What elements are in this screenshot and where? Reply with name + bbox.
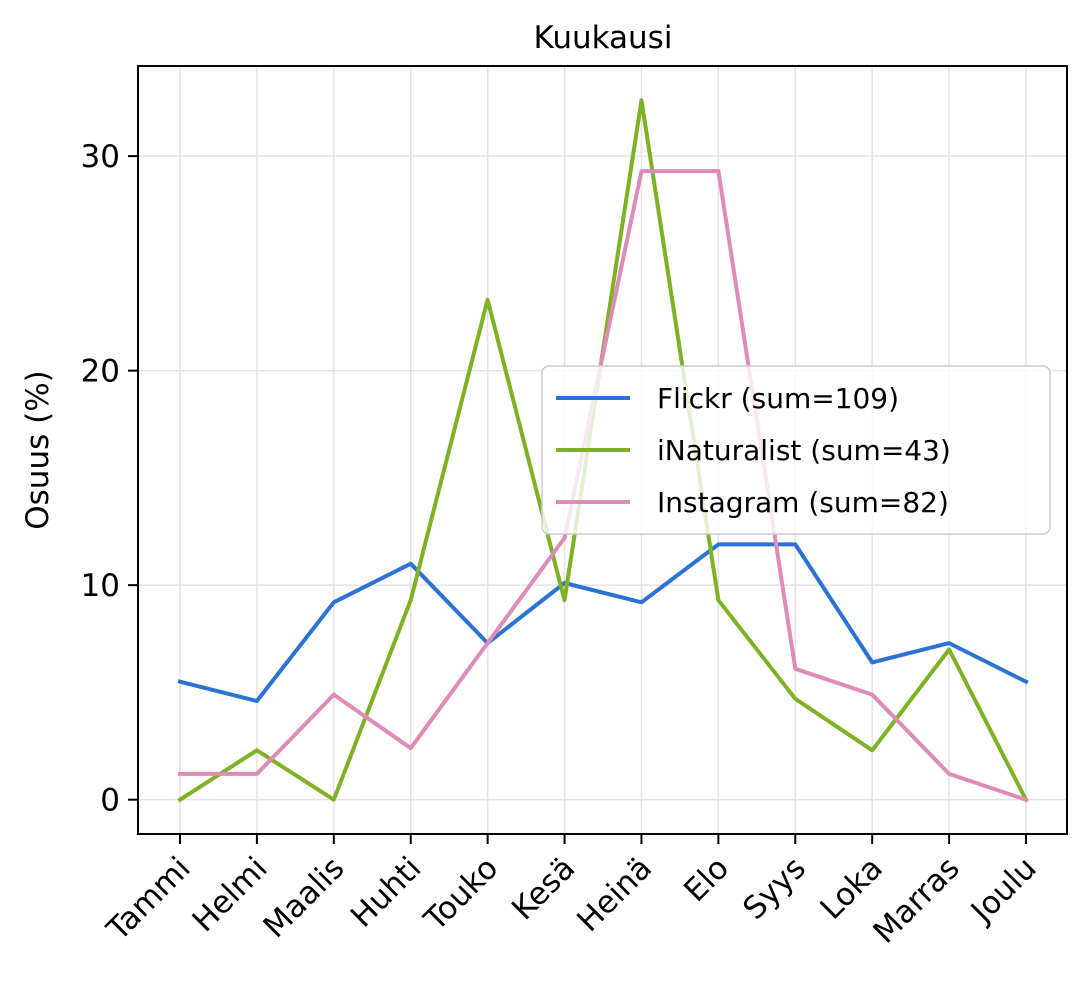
series-line-2 — [178, 169, 1029, 803]
series-line-0 — [177, 542, 1029, 703]
legend-label: Instagram (sum=82) — [657, 486, 949, 519]
y-axis-label: Osuus (%) — [20, 370, 56, 530]
plot-frame — [137, 65, 1068, 835]
y-tick-label: 30 — [81, 139, 120, 175]
y-tick-label: 20 — [81, 354, 120, 390]
legend-label: iNaturalist (sum=43) — [657, 434, 951, 467]
y-tick-label: 10 — [81, 568, 120, 604]
y-tick-label: 0 — [100, 783, 120, 819]
legend-box — [541, 365, 1051, 535]
chart-title: Kuukausi — [534, 20, 673, 56]
series-layer — [177, 98, 1029, 803]
legend: Flickr (sum=109) iNaturalist (sum=43) Inst… — [541, 365, 1051, 535]
legend-label: Flickr (sum=109) — [657, 382, 899, 415]
